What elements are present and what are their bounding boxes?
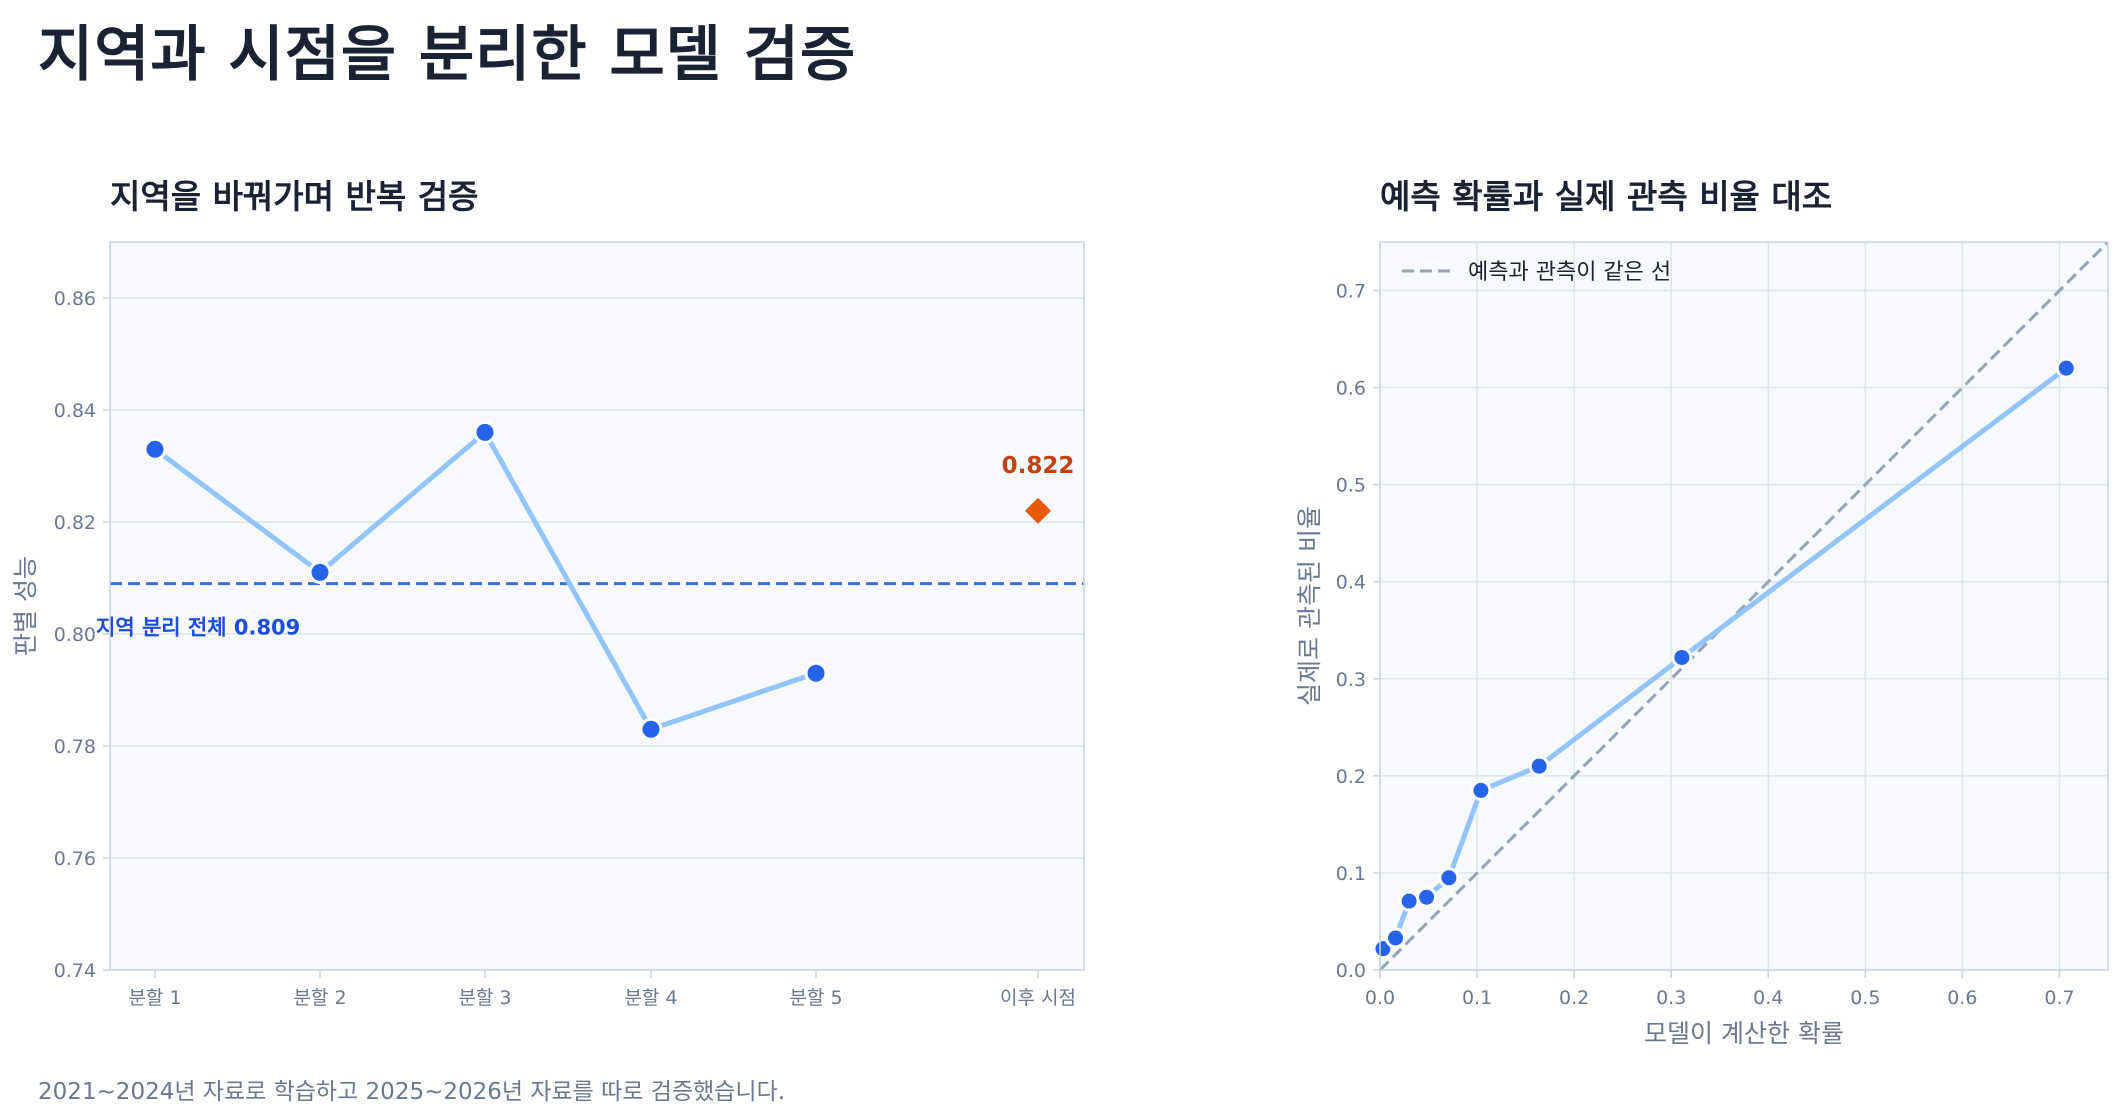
calibration-plot-frame — [1379, 241, 2109, 971]
calibration-x-tick-label: 0.4 — [1753, 987, 1783, 1009]
cv-points — [143, 420, 828, 741]
cv-x-tick-label: 분할 4 — [624, 987, 677, 1009]
calibration-y-tick-label: 0.1 — [1336, 863, 1366, 885]
cv-y-tick-label: 0.80 — [54, 624, 96, 646]
calibration-data-point — [2055, 357, 2077, 379]
calibration-diagonal-line — [1378, 240, 2110, 972]
cv-x-tick-label: 분할 2 — [293, 987, 346, 1009]
calibration-x-tick-label: 0.6 — [1947, 987, 1977, 1009]
calibration-y-tick-label: 0.6 — [1336, 378, 1366, 400]
cv-y-ticks: 0.74 0.76 0.78 0.80 0.82 0.84 0.86 — [54, 288, 110, 982]
cv-y-tick-label: 0.74 — [54, 960, 96, 982]
calibration-points — [1372, 357, 2077, 960]
calibration-data-point — [1671, 646, 1693, 668]
cv-chart: 지역을 바꿔가며 반복 검증 0.740.760.780.800.820.840… — [11, 177, 1085, 1009]
cv-plot-area — [110, 242, 1084, 970]
cv-y-tick-label: 0.84 — [54, 400, 96, 422]
cv-later-point-label: 0.822 — [1002, 453, 1075, 479]
calibration-data-point — [1528, 755, 1550, 777]
cv-data-point — [473, 420, 497, 444]
cv-y-tick-label: 0.82 — [54, 512, 96, 534]
cv-y-tick-label: 0.76 — [54, 848, 96, 870]
cv-x-ticks: 분할 1 분할 2 분할 3 분할 4 분할 5 이후 시점 — [128, 970, 1076, 1009]
calibration-x-ticks: 0.0 0.1 0.2 0.3 0.4 0.5 0.6 0.7 — [1365, 970, 2075, 1009]
calibration-y-axis-label: 실제로 관측된 비율 — [1295, 506, 1324, 706]
calibration-legend: 예측과 관측이 같은 선 — [1402, 260, 1671, 285]
calibration-data-point — [1398, 890, 1420, 912]
calibration-chart-title: 예측 확률과 실제 관측 비율 대조 — [1380, 177, 1832, 216]
calibration-y-tick-label: 0.0 — [1336, 960, 1366, 982]
cv-x-tick-label: 분할 5 — [789, 987, 842, 1009]
calibration-y-tick-label: 0.5 — [1336, 475, 1366, 497]
calibration-x-tick-label: 0.5 — [1850, 987, 1880, 1009]
cv-x-tick-label: 분할 3 — [458, 987, 511, 1009]
calibration-y-tick-label: 0.4 — [1336, 572, 1366, 594]
page-title: 지역과 시점을 분리한 모델 검증 — [38, 20, 857, 90]
calibration-x-tick-label: 0.3 — [1656, 987, 1686, 1009]
cv-x-tick-label: 분할 1 — [128, 987, 181, 1009]
cv-y-tick-label: 0.86 — [54, 288, 96, 310]
cv-y-axis-label: 판별 성능 — [11, 556, 40, 656]
calibration-y-ticks: 0.0 0.1 0.2 0.3 0.4 0.5 0.6 0.7 — [1336, 281, 1380, 982]
calibration-x-tick-label: 0.2 — [1559, 987, 1589, 1009]
calibration-data-point — [1438, 867, 1460, 889]
calibration-data-point — [1385, 927, 1407, 949]
calibration-y-tick-label: 0.3 — [1336, 669, 1366, 691]
calibration-chart: 예측 확률과 실제 관측 비율 대조 0.0 0.1 0.2 0.3 0.4 0.5 0.6… — [1295, 177, 2110, 1048]
calibration-y-tick-label: 0.2 — [1336, 766, 1366, 788]
footnote: 2021~2024년 자료로 학습하고 2025~2026년 자료를 따로 검증… — [38, 1079, 786, 1105]
cv-x-tick-label: 이후 시점 — [1000, 987, 1076, 1009]
calibration-x-tick-label: 0.0 — [1365, 987, 1395, 1009]
calibration-y-tick-label: 0.7 — [1336, 281, 1366, 303]
calibration-x-tick-label: 0.7 — [2044, 987, 2074, 1009]
calibration-x-axis-label: 모델이 계산한 확률 — [1644, 1019, 1844, 1048]
cv-chart-title: 지역을 바꿔가며 반복 검증 — [110, 177, 478, 216]
cv-reference-label: 지역 분리 전체 0.809 — [96, 616, 300, 640]
cv-data-point — [804, 661, 828, 685]
cv-data-point — [143, 437, 167, 461]
calibration-gridlines — [1379, 242, 2108, 971]
calibration-data-point — [1470, 779, 1492, 801]
calibration-x-tick-label: 0.1 — [1462, 987, 1492, 1009]
cv-data-point — [308, 560, 332, 584]
cv-y-tick-label: 0.78 — [54, 736, 96, 758]
legend-label: 예측과 관측이 같은 선 — [1468, 260, 1671, 285]
calibration-data-point — [1416, 886, 1438, 908]
cv-data-point — [639, 717, 663, 741]
cv-later-point-marker — [1025, 497, 1051, 524]
cv-plot-frame — [109, 241, 1085, 971]
